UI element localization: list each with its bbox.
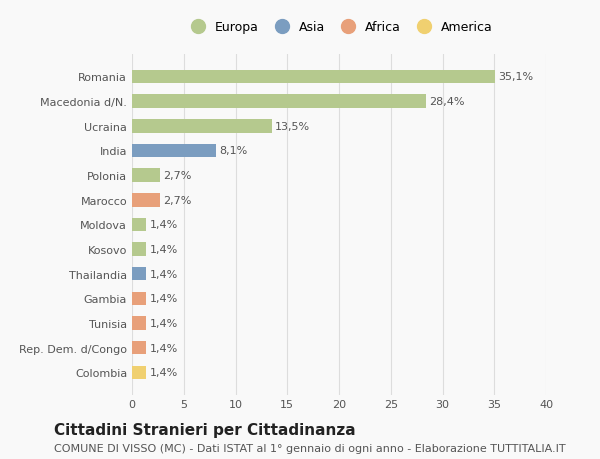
Bar	[132, 292, 146, 306]
Bar	[132, 317, 146, 330]
Text: 2,7%: 2,7%	[163, 171, 191, 181]
Text: 13,5%: 13,5%	[275, 122, 310, 131]
Text: 1,4%: 1,4%	[149, 245, 178, 254]
Bar	[132, 169, 160, 183]
Text: 1,4%: 1,4%	[149, 319, 178, 328]
Text: 1,4%: 1,4%	[149, 368, 178, 377]
Legend: Europa, Asia, Africa, America: Europa, Asia, Africa, America	[181, 17, 497, 38]
Bar	[132, 218, 146, 232]
Bar	[132, 243, 146, 256]
Bar	[132, 194, 160, 207]
Text: 1,4%: 1,4%	[149, 343, 178, 353]
Bar	[132, 267, 146, 281]
Text: 1,4%: 1,4%	[149, 269, 178, 279]
Bar	[132, 366, 146, 379]
Text: 8,1%: 8,1%	[219, 146, 247, 156]
Text: 28,4%: 28,4%	[429, 97, 464, 107]
Text: 1,4%: 1,4%	[149, 294, 178, 304]
Text: 2,7%: 2,7%	[163, 196, 191, 205]
Bar	[132, 144, 216, 158]
Text: 35,1%: 35,1%	[499, 73, 533, 82]
Text: COMUNE DI VISSO (MC) - Dati ISTAT al 1° gennaio di ogni anno - Elaborazione TUTT: COMUNE DI VISSO (MC) - Dati ISTAT al 1° …	[54, 443, 566, 453]
Text: 1,4%: 1,4%	[149, 220, 178, 230]
Bar	[132, 71, 495, 84]
Bar	[132, 120, 272, 133]
Bar	[132, 95, 426, 109]
Text: Cittadini Stranieri per Cittadinanza: Cittadini Stranieri per Cittadinanza	[54, 422, 356, 437]
Bar	[132, 341, 146, 355]
